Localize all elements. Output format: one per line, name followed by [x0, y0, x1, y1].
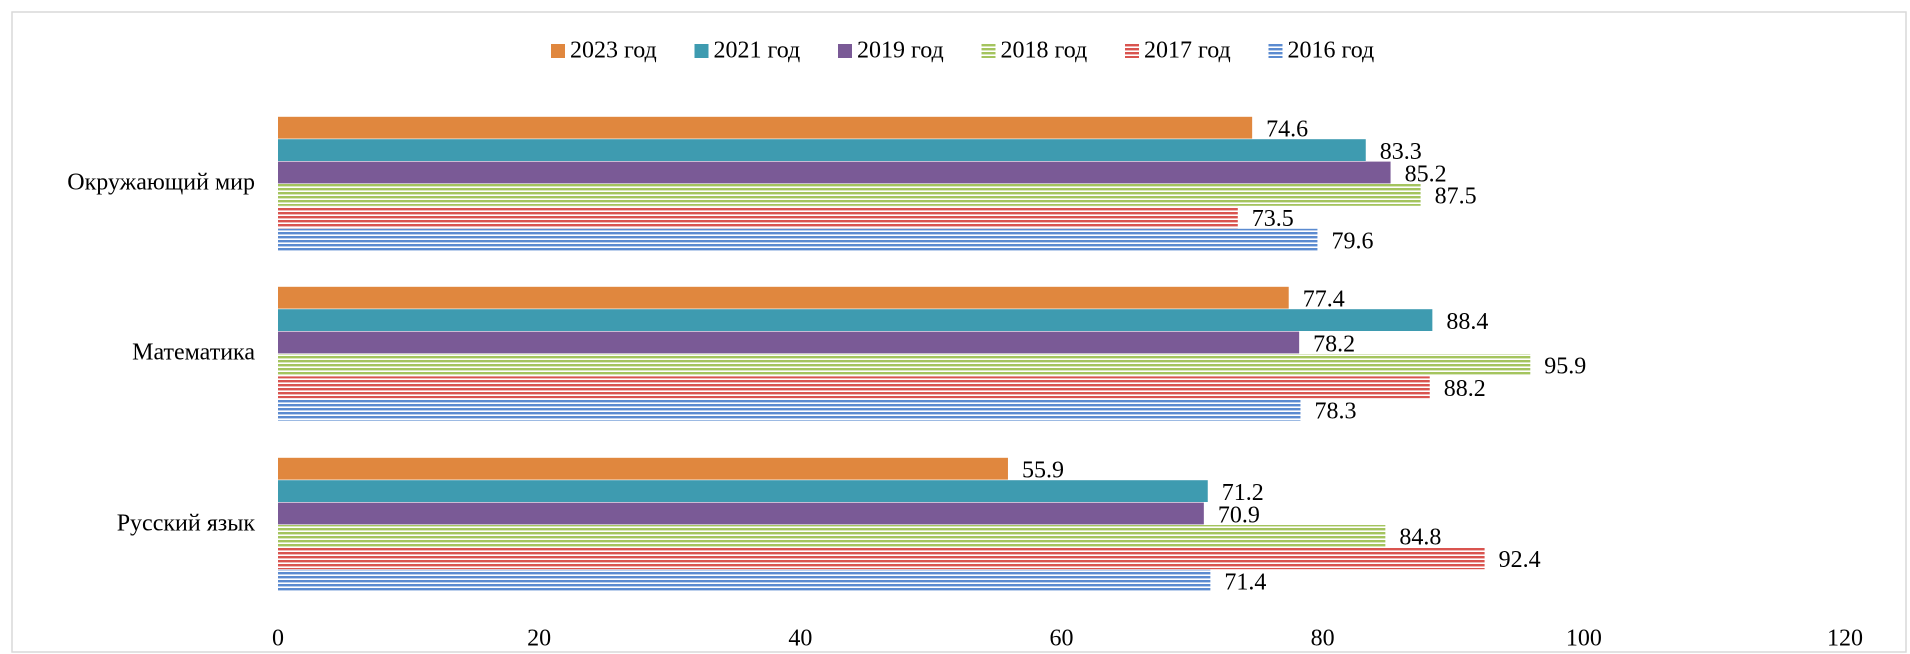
data-label: 85.2 [1405, 161, 1447, 187]
data-label: 92.4 [1499, 547, 1541, 573]
data-label: 73.5 [1252, 206, 1294, 232]
bar [278, 184, 1421, 206]
legend-label: 2016 год [1288, 38, 1375, 64]
legend-swatch [838, 44, 852, 58]
bar [278, 286, 1289, 309]
legend-swatch [551, 44, 565, 58]
bar [278, 457, 1008, 480]
data-label: 74.6 [1266, 117, 1308, 143]
bar [278, 502, 1204, 525]
data-label: 55.9 [1022, 458, 1064, 484]
bar [278, 331, 1300, 354]
bar [278, 116, 1253, 139]
data-label: 87.5 [1435, 184, 1477, 210]
legend-label: 2023 год [570, 38, 657, 64]
data-label: 79.6 [1331, 229, 1373, 255]
bar [278, 480, 1208, 502]
bar [278, 139, 1366, 161]
data-label: 78.3 [1314, 399, 1356, 425]
bar [278, 206, 1238, 229]
bar [278, 547, 1485, 570]
legend-label: 2019 год [857, 38, 944, 64]
data-label: 78.2 [1313, 331, 1355, 357]
legend-label: 2017 год [1144, 38, 1231, 64]
legend-swatch [1125, 44, 1139, 58]
data-label: 95.9 [1544, 354, 1586, 380]
bar [278, 354, 1531, 376]
x-tick-label: 80 [1311, 626, 1335, 652]
legend-swatch [1268, 44, 1283, 58]
x-tick-label: 60 [1050, 626, 1074, 652]
bar [278, 228, 1318, 251]
data-label: 88.2 [1444, 376, 1486, 402]
data-label: 83.3 [1380, 139, 1422, 165]
y-tick-label: Окружающий мир [67, 170, 255, 196]
data-label: 71.2 [1222, 480, 1264, 506]
bar [278, 161, 1391, 184]
legend-swatch [694, 44, 709, 58]
bar [278, 376, 1430, 399]
legend-label: 2018 год [1001, 38, 1088, 64]
bar [278, 569, 1211, 592]
bar [278, 309, 1433, 331]
x-tick-label: 120 [1827, 626, 1863, 652]
x-tick-label: 40 [788, 626, 812, 652]
bar [278, 398, 1301, 421]
legend-swatch [981, 44, 996, 58]
x-tick-label: 100 [1566, 626, 1602, 652]
legend-label: 2021 год [714, 38, 801, 64]
x-tick-label: 0 [272, 626, 284, 652]
data-label: 77.4 [1303, 287, 1345, 313]
x-tick-label: 20 [527, 626, 551, 652]
data-label: 84.8 [1399, 525, 1441, 551]
data-label: 70.9 [1218, 502, 1260, 528]
bar [278, 525, 1386, 547]
data-label: 71.4 [1224, 570, 1266, 596]
y-tick-label: Русский язык [117, 511, 256, 537]
y-tick-label: Математика [132, 340, 255, 366]
data-label: 88.4 [1446, 309, 1488, 335]
